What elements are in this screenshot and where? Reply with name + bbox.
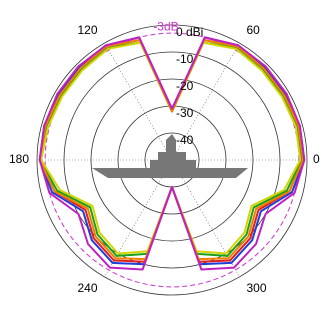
r-tick-label: 0 dBi: [176, 25, 203, 39]
r-tick-label: -10: [176, 52, 194, 66]
ship-hull: [92, 168, 248, 178]
r-tick-label: -40: [176, 133, 194, 147]
reference-label: -3dB: [153, 19, 178, 33]
theta-tick-label: 60: [247, 23, 261, 37]
r-tick-label: -30: [176, 106, 194, 120]
theta-tick-label: 180: [9, 152, 29, 166]
page: 0 dBi-10-20-30-40060120180240300-3dB (()…: [0, 0, 334, 313]
spoke: [105, 43, 173, 160]
r-tick-label: -20: [176, 79, 194, 93]
ship-silhouette: [92, 134, 248, 178]
theta-tick-label: 300: [247, 281, 267, 295]
chart: 0 dBi -10 -20 -30 -40 0 60 120 180 240 300 -3dB: [0, 0, 334, 313]
theta-tick-label: 120: [77, 23, 97, 37]
theta-tick-label: 0: [313, 152, 320, 166]
theta-tick-label: 240: [77, 281, 97, 295]
